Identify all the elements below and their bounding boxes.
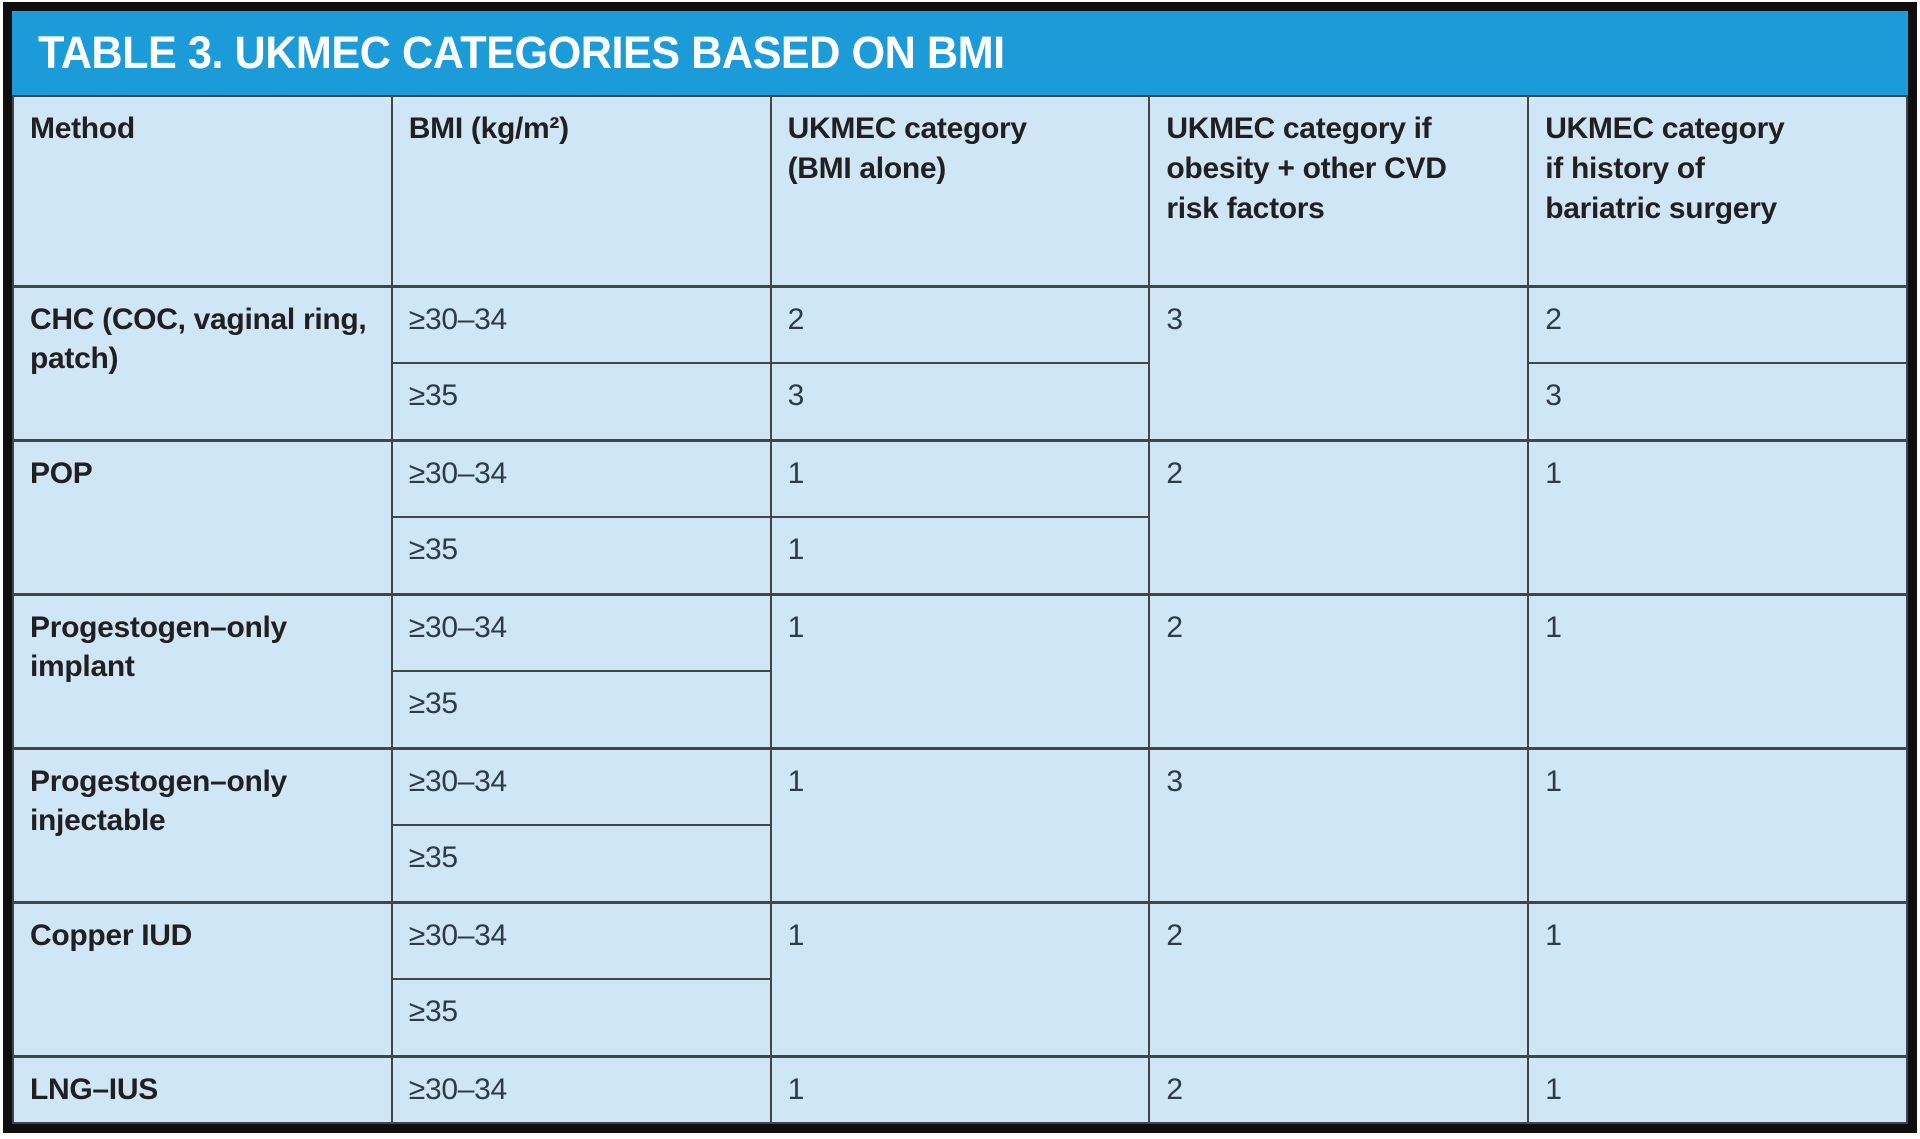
method-cell: Progestogen–only implant bbox=[12, 593, 393, 750]
table-row: ≥35 bbox=[13, 824, 1907, 904]
bmi-cell: ≥35 bbox=[390, 978, 772, 1058]
ukmec-cvd-cell: 2 bbox=[1148, 439, 1530, 596]
group-injectable: Progestogen–only injectable ≥30–34 1 3 1… bbox=[12, 747, 1908, 904]
ukmec-bariatric-cell: 1 bbox=[1527, 1055, 1908, 1124]
table-row: Copper IUD ≥30–34 1 2 1 bbox=[12, 901, 1908, 1058]
col-header-bariatric: UKMEC category if history of bariatric s… bbox=[1527, 95, 1908, 287]
ukmec-cvd-cell: 2 bbox=[1148, 593, 1530, 750]
ukmec-bariatric-cell: 1 bbox=[1527, 593, 1908, 750]
ukmec-cvd-cell: 2 bbox=[1148, 1055, 1530, 1124]
group-chc: CHC (COC, vaginal ring, patch) ≥30–34 2 … bbox=[12, 284, 1908, 442]
ukmec-bmi-alone-cell: 1 bbox=[769, 901, 1151, 1058]
col-header-bmi-alone: UKMEC category (BMI alone) bbox=[769, 95, 1151, 287]
group-implant: Progestogen–only implant ≥30–34 1 2 1 ≥3… bbox=[12, 593, 1908, 750]
bmi-cell: ≥30–34 bbox=[390, 1055, 772, 1124]
table-row: Progestogen–only injectable ≥30–34 1 3 1 bbox=[12, 747, 1908, 904]
col-header-method: Method bbox=[12, 95, 393, 287]
ukmec-bmi-alone-cell: 2 bbox=[769, 285, 1151, 364]
header-row: Method BMI (kg/m²) UKMEC category (BMI a… bbox=[12, 95, 1908, 287]
bmi-cell: ≥30–34 bbox=[390, 901, 772, 981]
table-row: ≥35 1 bbox=[13, 516, 1907, 596]
group-copper-iud: Copper IUD ≥30–34 1 2 1 ≥35 bbox=[12, 901, 1908, 1058]
table-row: ≥35 bbox=[13, 978, 1907, 1058]
method-cell: CHC (COC, vaginal ring, patch) bbox=[12, 284, 393, 442]
bmi-cell: ≥35 bbox=[390, 361, 772, 442]
ukmec-bariatric-cell: 1 bbox=[1527, 439, 1908, 596]
ukmec-bmi-alone-cell: 1 bbox=[769, 1055, 1151, 1124]
bmi-cell: ≥35 bbox=[390, 516, 772, 596]
table-title-bar: TABLE 3. UKMEC CATEGORIES BASED ON BMI bbox=[12, 11, 1908, 95]
method-cell: POP bbox=[12, 439, 393, 596]
table-frame: TABLE 3. UKMEC CATEGORIES BASED ON BMI M… bbox=[3, 2, 1917, 1133]
table-row: LNG–IUS ≥30–34 1 2 1 bbox=[12, 1055, 1908, 1124]
ukmec-bmi-alone-cell: 1 bbox=[769, 747, 1151, 904]
method-cell: Progestogen–only injectable bbox=[12, 747, 393, 904]
bmi-cell: ≥30–34 bbox=[390, 747, 772, 827]
bmi-cell: ≥35 bbox=[390, 670, 772, 750]
ukmec-bariatric-cell: 3 bbox=[1527, 361, 1908, 442]
table-header: Method BMI (kg/m²) UKMEC category (BMI a… bbox=[12, 95, 1908, 287]
table-row: CHC (COC, vaginal ring, patch) ≥30–34 2 … bbox=[12, 284, 1908, 442]
ukmec-bmi-alone-cell: 1 bbox=[769, 439, 1151, 519]
table-title: TABLE 3. UKMEC CATEGORIES BASED ON BMI bbox=[38, 27, 1005, 78]
col-header-cvd: UKMEC category if obesity + other CVD ri… bbox=[1148, 95, 1530, 287]
ukmec-bmi-table: Method BMI (kg/m²) UKMEC category (BMI a… bbox=[12, 95, 1908, 1124]
ukmec-bmi-alone-cell: 1 bbox=[769, 516, 1151, 596]
ukmec-bariatric-cell: 2 bbox=[1527, 285, 1908, 364]
bmi-cell: ≥30–34 bbox=[390, 285, 772, 364]
method-cell: Copper IUD bbox=[12, 901, 393, 1058]
ukmec-cvd-cell: 3 bbox=[1148, 284, 1530, 442]
bmi-cell: ≥30–34 bbox=[390, 439, 772, 519]
table-row: POP ≥30–34 1 2 1 bbox=[12, 439, 1908, 596]
ukmec-cvd-cell: 2 bbox=[1148, 901, 1530, 1058]
group-lng-ius: LNG–IUS ≥30–34 1 2 1 bbox=[12, 1055, 1908, 1124]
col-header-bmi: BMI (kg/m²) bbox=[390, 95, 772, 287]
ukmec-bmi-alone-cell: 3 bbox=[769, 361, 1151, 442]
table-row: ≥35 bbox=[13, 670, 1907, 750]
method-cell: LNG–IUS bbox=[12, 1055, 393, 1124]
bmi-cell: ≥30–34 bbox=[390, 593, 772, 673]
bmi-cell: ≥35 bbox=[390, 824, 772, 904]
table-row: Progestogen–only implant ≥30–34 1 2 1 bbox=[12, 593, 1908, 750]
ukmec-bariatric-cell: 1 bbox=[1527, 901, 1908, 1058]
ukmec-bariatric-cell: 1 bbox=[1527, 747, 1908, 904]
table-row: ≥35 3 3 bbox=[13, 361, 1908, 442]
group-pop: POP ≥30–34 1 2 1 ≥35 1 bbox=[12, 439, 1908, 596]
ukmec-bmi-alone-cell: 1 bbox=[769, 593, 1151, 750]
ukmec-cvd-cell: 3 bbox=[1148, 747, 1530, 904]
